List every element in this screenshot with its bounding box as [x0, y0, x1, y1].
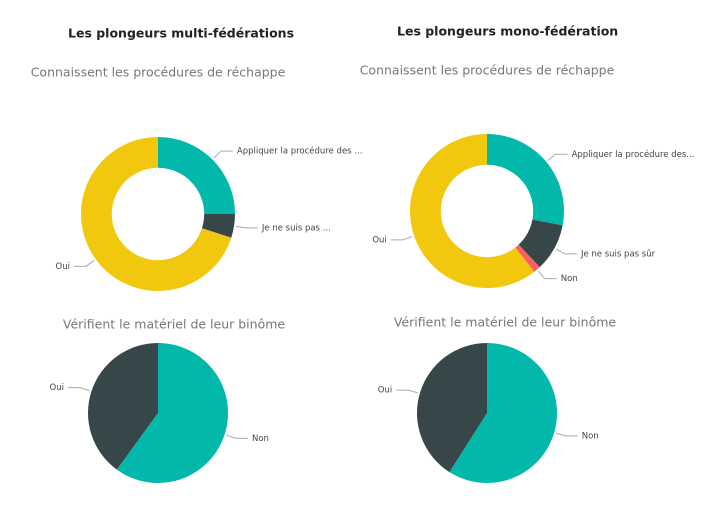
- slice-label: Oui: [372, 235, 386, 245]
- leader-line: [555, 248, 577, 255]
- slice-label: Appliquer la procédure des...: [572, 149, 695, 160]
- leader-line: [226, 434, 248, 439]
- leader-line: [390, 236, 413, 241]
- slice: [87, 343, 158, 470]
- chart-title: Connaissent les procédures de réchappe: [360, 63, 615, 78]
- slice: [410, 134, 535, 288]
- slice: [81, 137, 232, 291]
- slice-label: Non: [582, 431, 599, 441]
- leader-line: [213, 150, 233, 159]
- slice: [518, 219, 563, 268]
- slice-label: Appliquer la procédure des ...: [237, 146, 362, 157]
- chart-title: Vérifient le matériel de leur binôme: [63, 317, 286, 332]
- slice-label: Je ne suis pas ...: [261, 223, 331, 233]
- slice-label: Non: [561, 274, 578, 284]
- leader-line: [396, 389, 418, 394]
- slice-label: Non: [252, 434, 269, 444]
- leader-line: [547, 153, 568, 162]
- leader-line: [68, 387, 90, 392]
- slice: [515, 244, 540, 272]
- slice: [416, 343, 487, 473]
- leader-line: [73, 260, 95, 267]
- slice: [487, 134, 564, 226]
- slice-label: Oui: [50, 383, 64, 393]
- section-header: Les plongeurs mono-fédération: [397, 24, 618, 39]
- slice: [201, 214, 235, 238]
- leader-line: [556, 432, 578, 437]
- slice-label: Oui: [56, 262, 70, 272]
- slice: [116, 343, 228, 483]
- leader-line: [537, 270, 557, 280]
- chart-title: Connaissent les procédures de réchappe: [31, 65, 286, 80]
- chart-title: Vérifient le matériel de leur binôme: [394, 315, 617, 330]
- slice: [158, 137, 235, 214]
- section-header: Les plongeurs multi-fédérations: [68, 26, 294, 41]
- slice: [449, 343, 558, 483]
- leader-line: [235, 225, 258, 229]
- slice-label: Je ne suis pas sûr: [580, 249, 656, 259]
- slice-label: Oui: [378, 386, 392, 396]
